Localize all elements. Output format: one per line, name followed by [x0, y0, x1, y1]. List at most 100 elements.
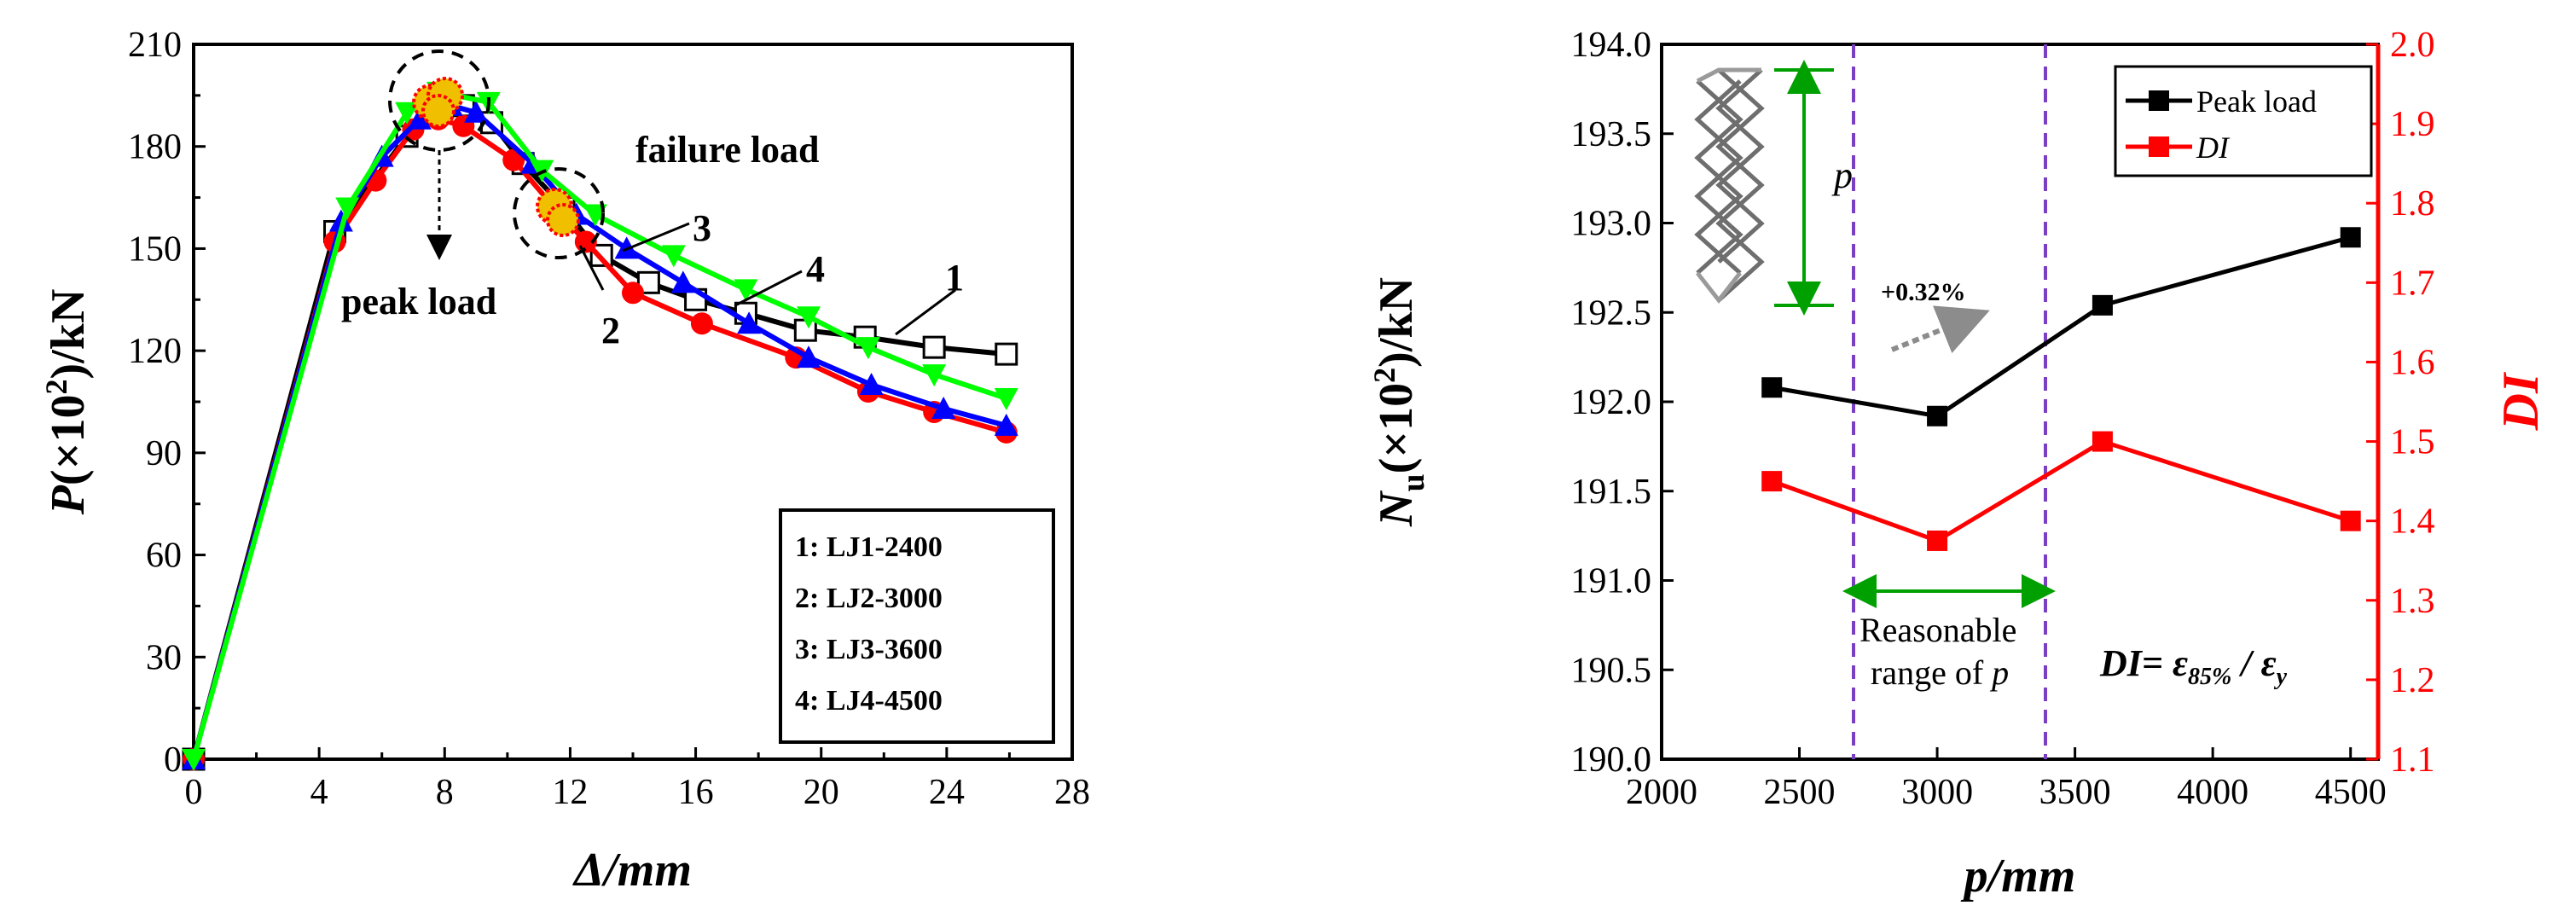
peak-load-circle	[388, 49, 490, 152]
series-peak-load	[1761, 227, 2361, 427]
data-point	[859, 373, 884, 396]
lattice-inset	[1694, 67, 1765, 305]
leader-line-4	[734, 270, 803, 307]
y2-tick-label: 1.2	[2390, 661, 2435, 700]
failure-highlight	[536, 188, 580, 237]
failure-load-label: failure load	[635, 129, 820, 171]
series-di	[1761, 431, 2361, 551]
y-tick-label: 193.0	[1571, 205, 1652, 244]
data-point	[182, 749, 206, 771]
data-point	[1927, 405, 1948, 427]
x-tick-label: 4500	[2315, 773, 2387, 812]
data-point	[737, 311, 762, 334]
x-tick-label: 28	[1054, 773, 1090, 812]
y2-tick-label: 1.7	[2390, 264, 2435, 303]
y-tick-label: 191.5	[1571, 473, 1652, 512]
y-tick-label: 194.0	[1571, 26, 1652, 65]
data-point	[797, 345, 821, 369]
data-point	[2340, 510, 2361, 531]
legend-item-4: 4: LJ4-4500	[795, 685, 943, 717]
data-point	[2092, 431, 2113, 452]
legend-peak-load: Peak load	[2196, 84, 2317, 119]
y2-tick-label: 1.6	[2390, 343, 2435, 382]
data-point	[670, 270, 695, 293]
data-point	[622, 281, 644, 305]
data-point	[994, 388, 1018, 411]
peak-load-vs-pitch-chart: 2000 2500 3000 3500 4000 4500 190.0 190.5 191.0 1…	[1367, 26, 2549, 902]
y-tick-label: 210	[128, 26, 182, 65]
range-text-1: Reasonable	[1859, 611, 2016, 649]
y-tick-label: 180	[128, 128, 182, 167]
curve-label-2: 2	[601, 310, 620, 351]
curve-label-3: 3	[693, 207, 711, 249]
peak-highlight	[412, 77, 464, 128]
curve-label-4: 4	[806, 248, 825, 290]
failure-load-circle	[513, 167, 605, 259]
data-point	[1761, 471, 1783, 492]
data-point	[328, 209, 353, 232]
x-tick-label: 16	[678, 773, 714, 812]
y-tick-label: 193.5	[1571, 115, 1652, 154]
x-tick-label: 4000	[2177, 773, 2248, 812]
x-tick-label: 0	[185, 773, 203, 812]
series-line	[1771, 235, 2352, 419]
data-point	[661, 245, 686, 268]
y-tick-label: 190.5	[1571, 651, 1652, 690]
data-point	[922, 364, 947, 387]
leader-line-2	[578, 245, 605, 291]
data-point	[734, 279, 758, 302]
di-formula: DI= ε85% / εy	[2099, 642, 2288, 690]
series-line	[1771, 438, 2352, 543]
y2-tick-label: 1.9	[2390, 105, 2435, 144]
x-axis-title: Δ/mm	[572, 844, 692, 897]
y-tick-label: 60	[146, 537, 182, 576]
x-tick-label: 3000	[1901, 773, 1973, 812]
leader-line-1	[895, 288, 956, 336]
x-tick-label: 2000	[1626, 773, 1697, 812]
data-point	[856, 337, 880, 360]
data-point	[589, 243, 613, 267]
y2-tick-label: 1.1	[2390, 740, 2435, 780]
x-tick-label: 8	[436, 773, 454, 812]
data-point	[614, 236, 639, 259]
y2-axis-title: DI	[2492, 371, 2549, 431]
peak-load-label: peak load	[341, 281, 496, 322]
leader-line-3	[622, 222, 690, 252]
y-axis-title: P(×102)/kN	[39, 289, 95, 516]
y-tick-label: 192.0	[1571, 383, 1652, 422]
data-point	[2340, 227, 2361, 248]
data-point	[994, 413, 1018, 436]
y-tick-label: 30	[146, 638, 182, 677]
legend: 1: LJ1-2400 2: LJ2-3000 3: LJ3-3600 4: L…	[779, 508, 1055, 744]
y-tick-label: 192.5	[1571, 293, 1652, 333]
x-tick-label: 3500	[2039, 773, 2111, 812]
increase-label: +0.32%	[1881, 278, 1966, 306]
legend-2: Peak load DI	[2114, 65, 2373, 177]
curve-label-1: 1	[945, 257, 964, 299]
y2-tick-label: 1.5	[2390, 423, 2435, 462]
data-point	[797, 306, 821, 329]
y2-tick-label: 1.4	[2390, 502, 2435, 542]
pitch-label: p	[1831, 154, 1853, 196]
data-point	[335, 197, 360, 220]
x-tick-label: 12	[552, 773, 588, 812]
x-tick-label: 2500	[1764, 773, 1836, 812]
y-axis-title-2: Nu(×102)/kN	[1367, 277, 1431, 527]
legend-di: DI	[2196, 131, 2231, 165]
series-layer-2	[1761, 227, 2361, 551]
data-point	[922, 335, 946, 359]
axis-ticks-2: 2000 2500 3000 3500 4000 4500 190.0 190.5 191.0 1…	[1571, 26, 2435, 812]
y2-tick-label: 1.3	[2390, 582, 2435, 621]
legend-item-3: 3: LJ3-3600	[795, 634, 943, 665]
data-point	[464, 100, 489, 123]
y-tick-label: 190.0	[1571, 740, 1652, 780]
data-point	[1927, 530, 1948, 551]
y-tick-label: 120	[128, 332, 182, 371]
y2-tick-label: 1.8	[2390, 184, 2435, 223]
data-point	[995, 342, 1018, 366]
data-point	[793, 318, 817, 342]
y-tick-label: 191.0	[1571, 562, 1652, 601]
